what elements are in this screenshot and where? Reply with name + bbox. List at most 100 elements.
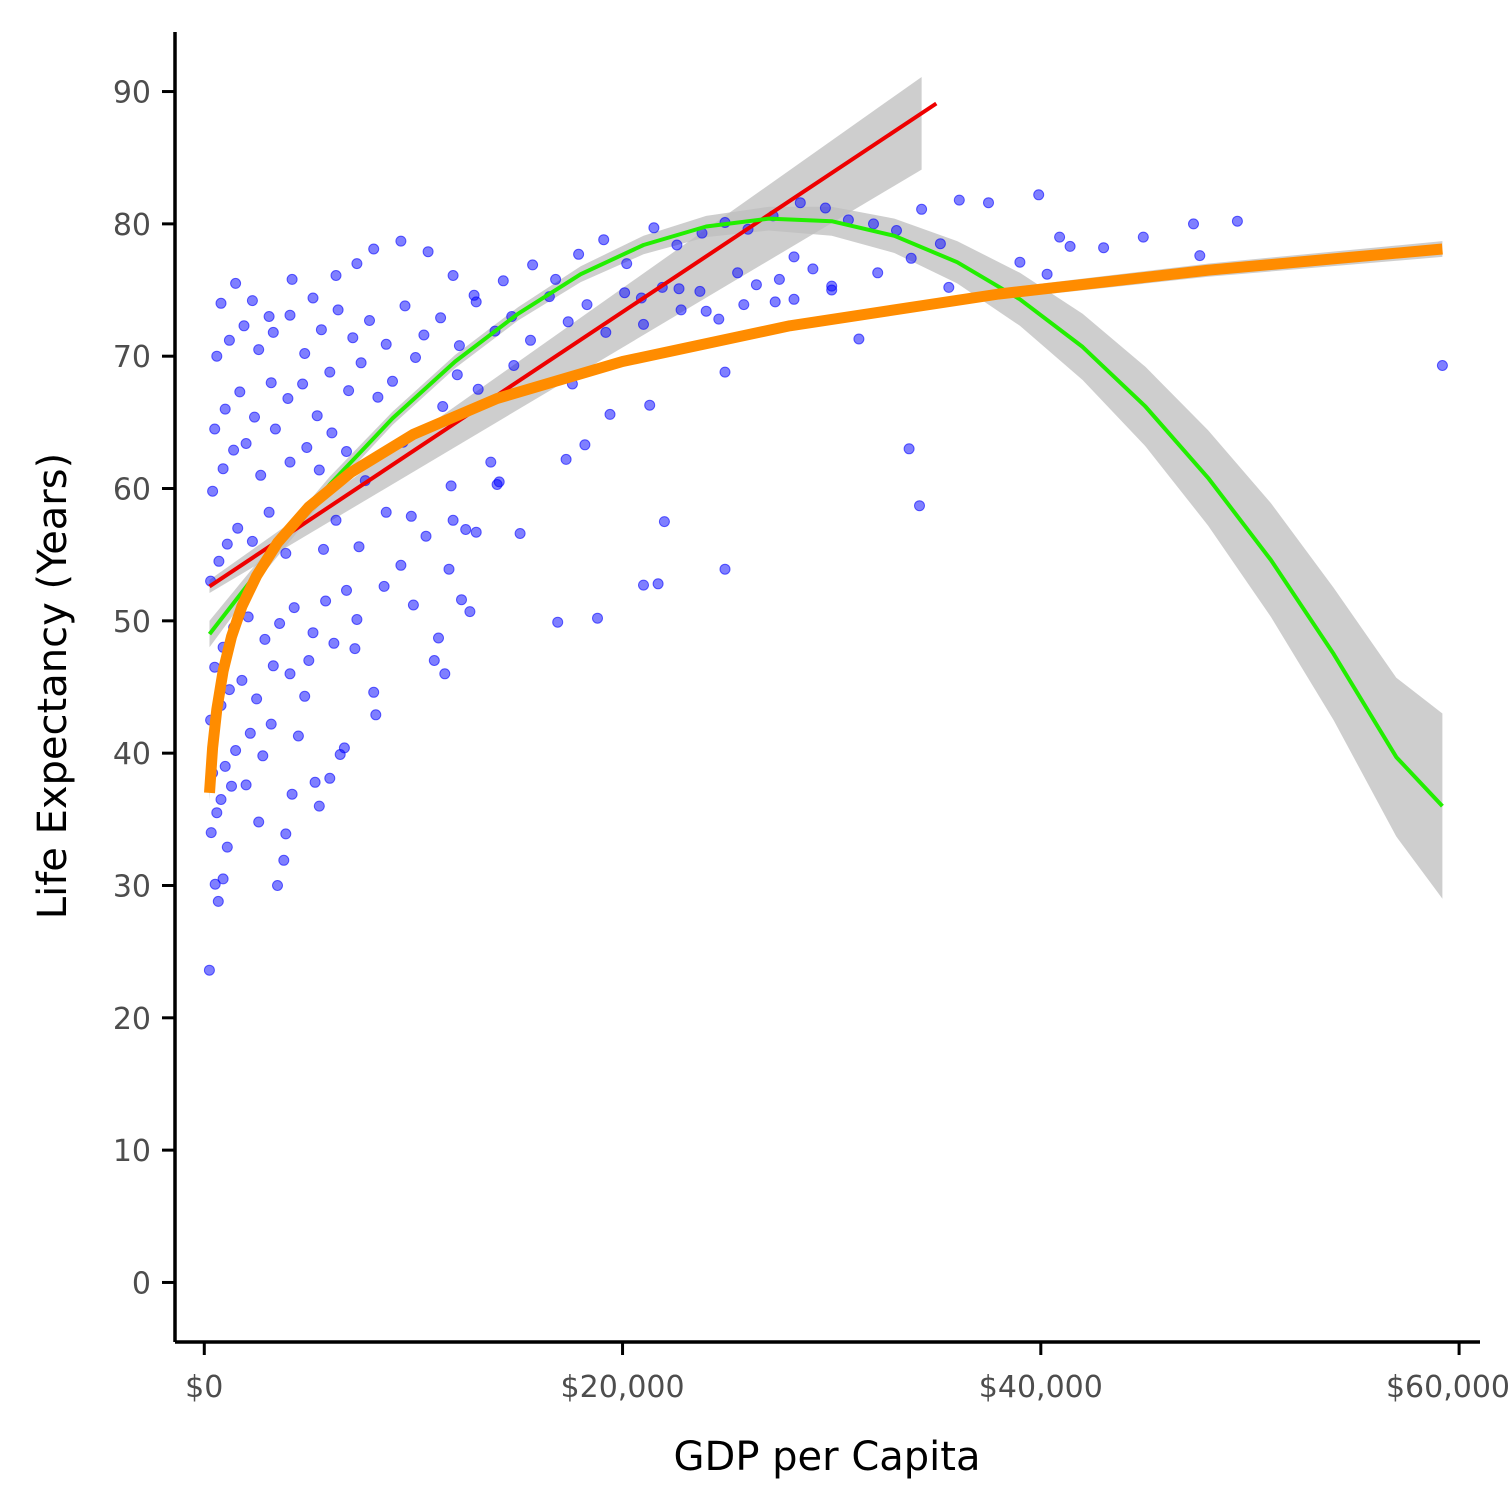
data-point xyxy=(491,479,503,490)
data-point xyxy=(212,895,224,907)
data-point xyxy=(269,423,281,435)
data-point xyxy=(299,348,311,359)
data-point xyxy=(338,742,350,754)
data-point xyxy=(1436,360,1448,371)
data-point xyxy=(251,693,263,705)
data-point xyxy=(1188,218,1199,230)
data-point xyxy=(282,393,294,404)
data-point xyxy=(819,202,831,214)
data-point xyxy=(313,464,325,476)
data-point xyxy=(853,333,865,345)
data-point xyxy=(249,411,260,423)
scatter-layer xyxy=(203,189,1448,976)
data-point xyxy=(447,514,459,526)
data-point xyxy=(257,750,269,762)
y-tick-label: 0 xyxy=(132,1266,151,1301)
data-point xyxy=(284,309,296,321)
data-point xyxy=(694,285,706,297)
data-point xyxy=(807,263,819,275)
data-point xyxy=(341,584,352,596)
data-point xyxy=(592,612,603,624)
data-point xyxy=(983,197,994,209)
data-point xyxy=(1064,240,1076,252)
y-tick-label: 10 xyxy=(113,1134,151,1169)
data-point xyxy=(236,674,248,686)
data-point xyxy=(286,788,298,800)
data-point xyxy=(1041,268,1053,280)
data-point xyxy=(1033,189,1045,201)
data-point xyxy=(460,524,472,535)
data-point xyxy=(368,686,380,698)
data-point xyxy=(445,480,457,492)
data-point xyxy=(562,316,574,328)
y-tick-label: 30 xyxy=(113,869,151,904)
data-point xyxy=(349,643,361,655)
linear-fit-ribbon xyxy=(209,76,922,594)
y-tick-label: 90 xyxy=(113,76,151,111)
data-point xyxy=(468,289,480,301)
linear-fit-line xyxy=(208,101,938,589)
data-point xyxy=(464,606,476,618)
data-point xyxy=(472,383,484,395)
data-point xyxy=(330,514,342,526)
data-point xyxy=(368,243,380,255)
data-point xyxy=(370,709,382,721)
data-point xyxy=(953,194,965,206)
data-point xyxy=(497,275,509,287)
data-point xyxy=(648,222,660,234)
data-point xyxy=(868,218,879,230)
data-point xyxy=(355,357,367,369)
data-point xyxy=(407,599,419,611)
data-point xyxy=(550,273,562,285)
data-point xyxy=(240,779,252,791)
data-point xyxy=(1137,231,1149,243)
data-point xyxy=(916,203,928,215)
data-point xyxy=(1014,256,1026,268)
data-point xyxy=(428,655,440,666)
data-point xyxy=(244,727,256,739)
data-point xyxy=(263,311,275,322)
data-point xyxy=(525,334,536,346)
data-point xyxy=(451,369,463,381)
data-point xyxy=(263,506,275,518)
data-point xyxy=(738,299,750,311)
data-point xyxy=(246,295,258,307)
data-point xyxy=(265,377,277,389)
data-point xyxy=(364,315,375,326)
data-point xyxy=(219,760,231,772)
log-fit-line xyxy=(204,243,1443,794)
quadratic-fit-ribbon xyxy=(209,206,1443,899)
data-point xyxy=(435,312,447,324)
x-axis-title: GDP per Capita xyxy=(674,1434,981,1480)
data-point xyxy=(221,538,233,550)
ribbons-layer xyxy=(209,76,1443,899)
data-point xyxy=(205,827,217,839)
x-tick-label: $40,000 xyxy=(979,1370,1103,1405)
data-point xyxy=(380,506,392,518)
data-point xyxy=(395,235,407,247)
data-point xyxy=(380,338,392,350)
y-tick-label: 50 xyxy=(113,605,151,640)
data-point xyxy=(456,594,467,606)
x-tick-label: $0 xyxy=(185,1370,223,1405)
data-point xyxy=(288,602,300,614)
data-point xyxy=(215,297,227,309)
y-tick-label: 80 xyxy=(113,208,151,243)
data-point xyxy=(527,259,539,271)
data-point xyxy=(318,543,329,555)
data-point xyxy=(299,690,311,702)
data-point xyxy=(658,516,670,528)
data-point xyxy=(297,378,309,390)
data-point xyxy=(872,267,884,279)
data-point xyxy=(221,841,233,853)
data-point xyxy=(228,444,240,456)
data-point xyxy=(399,300,411,312)
data-point xyxy=(232,522,244,534)
data-point xyxy=(420,530,432,542)
data-point xyxy=(652,578,664,590)
data-point xyxy=(410,352,421,363)
data-point xyxy=(253,816,265,828)
data-point xyxy=(750,279,762,291)
data-point xyxy=(453,340,465,352)
